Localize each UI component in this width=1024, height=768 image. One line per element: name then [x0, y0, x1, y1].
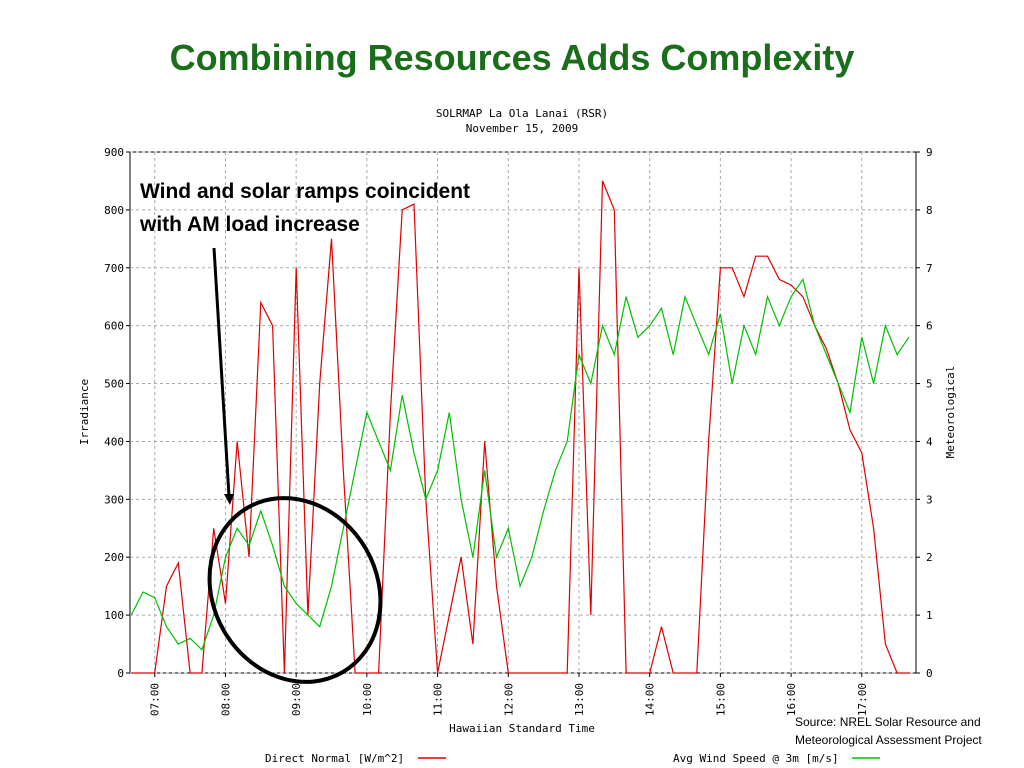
y-tick-label: 700: [104, 262, 124, 275]
x-tick-label: 10:00: [361, 683, 374, 716]
y-tick-label: 100: [104, 609, 124, 622]
x-tick-label: 13:00: [573, 683, 586, 716]
x-axis-label: Hawaiian Standard Time: [449, 722, 595, 735]
annotation: Wind and solar ramps coincident: [140, 180, 470, 203]
y-tick-label: 800: [104, 204, 124, 217]
chart-title: SOLRMAP La Ola Lanai (RSR): [436, 107, 608, 120]
legend-label: Avg Wind Speed @ 3m [m/s]: [673, 752, 839, 765]
y-tick-label: 600: [104, 320, 124, 333]
slide-title: Combining Resources Adds Complexity: [170, 37, 855, 78]
y-tick-label: 400: [104, 435, 124, 448]
series-line: [130, 277, 910, 651]
x-tick-label: 17:00: [856, 683, 869, 716]
x-tick-label: 12:00: [502, 683, 515, 716]
highlight-ellipse: [207, 496, 383, 684]
y2-tick-label: 4: [926, 435, 933, 448]
y2-tick-label: 6: [926, 320, 933, 333]
y2-tick-label: 7: [926, 262, 933, 275]
y2-tick-label: 5: [926, 378, 933, 391]
y2-tick-label: 8: [926, 204, 933, 217]
x-tick-label: 09:00: [290, 683, 303, 716]
x-tick-label: 08:00: [219, 683, 232, 716]
y-tick-label: 0: [117, 667, 124, 680]
y2-tick-label: 0: [926, 667, 933, 680]
y-axis-label: Irradiance: [78, 379, 91, 445]
y2-tick-label: 2: [926, 551, 933, 564]
arrow-shaft: [212, 247, 231, 497]
y-tick-label: 300: [104, 493, 124, 506]
x-tick-label: 14:00: [644, 683, 657, 716]
y2-tick-label: 9: [926, 146, 933, 159]
x-tick-label: 11:00: [432, 683, 445, 716]
y2-tick-label: 3: [926, 493, 933, 506]
plot-area: [129, 151, 917, 674]
legend-label: Direct Normal [W/m^2]: [265, 752, 404, 765]
x-tick-label: 07:00: [149, 683, 162, 716]
chart-subtitle: November 15, 2009: [466, 122, 579, 135]
source-note: Source: NREL Solar Resource and: [795, 715, 981, 729]
source-note: Meteorological Assessment Project: [795, 733, 982, 747]
y-tick-label: 500: [104, 378, 124, 391]
y2-axis-label: Meteorological: [944, 366, 957, 459]
annotation: with AM load increase: [139, 213, 360, 236]
x-tick-label: 16:00: [785, 683, 798, 716]
x-tick-label: 15:00: [714, 683, 727, 716]
y-tick-label: 200: [104, 551, 124, 564]
series-line: [131, 180, 909, 674]
arrow-head: [224, 494, 234, 505]
y2-tick-label: 1: [926, 609, 933, 622]
y-tick-label: 900: [104, 146, 124, 159]
